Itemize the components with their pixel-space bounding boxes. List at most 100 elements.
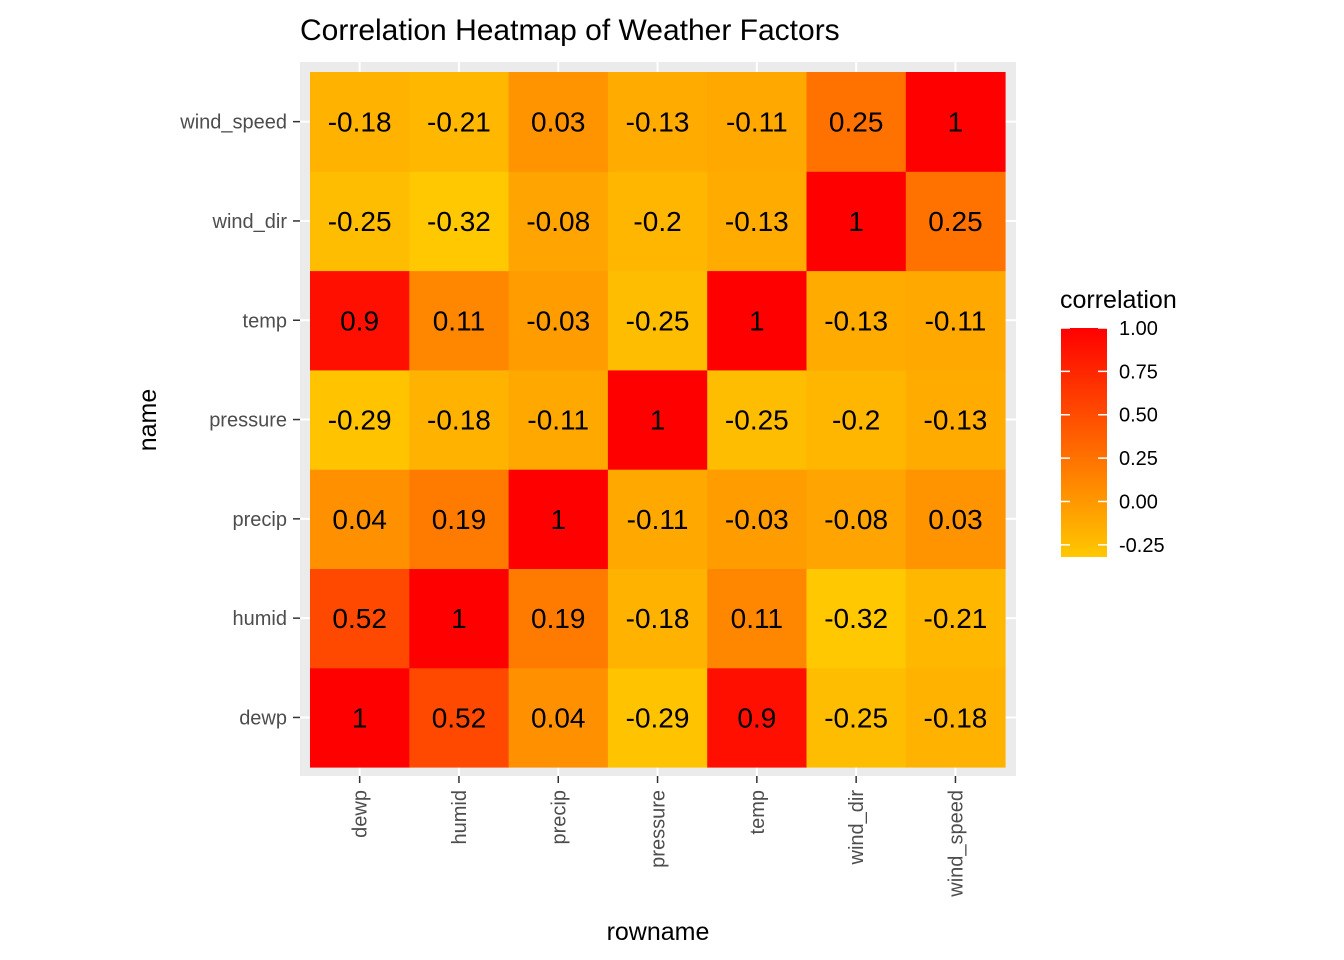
legend-colorbar (1061, 328, 1107, 557)
heatmap-cell (310, 667, 410, 768)
heatmap-cell (806, 568, 907, 669)
heatmap-cell (508, 171, 609, 272)
cell-value-label: -0.03 (725, 504, 789, 535)
heatmap-cell (607, 667, 708, 768)
heatmap-cell (707, 72, 807, 172)
heatmap-cell (409, 72, 510, 172)
heatmap-cell (707, 270, 807, 371)
heatmap-cell (707, 171, 807, 272)
heatmap-cell (905, 270, 1006, 371)
cell-value-label: -0.29 (626, 702, 690, 733)
heatmap-cell (905, 568, 1006, 669)
heatmap-cell (806, 469, 907, 569)
legend-tick-label: 0.75 (1119, 361, 1158, 383)
cell-value-label: 0.03 (531, 107, 586, 138)
cell-value-label: -0.25 (824, 702, 888, 733)
legend-tick-label: -0.25 (1119, 535, 1165, 557)
x-tick-label: pressure (648, 790, 670, 868)
heatmap-cell (310, 369, 410, 470)
cell-value-label: -0.13 (924, 405, 988, 436)
y-tick-label: precip (233, 509, 287, 531)
cell-value-label: 0.19 (531, 603, 586, 634)
heatmap-cell (508, 270, 609, 371)
y-tick-label: wind_speed (179, 112, 287, 134)
cell-value-label: 0.25 (829, 107, 884, 138)
heatmap-cell (607, 270, 708, 371)
heatmap-cell (905, 369, 1006, 470)
heatmap-cell (310, 171, 410, 272)
x-tick-label: wind_dir (846, 790, 868, 866)
x-tick-label: wind_speed (945, 790, 967, 898)
cell-value-label: -0.11 (527, 405, 589, 436)
heatmap-cell (508, 469, 609, 569)
cell-value-label: 0.11 (433, 305, 485, 336)
heatmap-cell (607, 369, 708, 470)
heatmap-cell (409, 369, 510, 470)
cell-value-label: 0.03 (928, 504, 983, 535)
cell-value-label: -0.32 (824, 603, 888, 634)
heatmap-cell (310, 568, 410, 669)
cell-value-label: -0.11 (627, 504, 689, 535)
heatmap-cells (310, 72, 1006, 768)
legend-tick-label: 0.50 (1119, 405, 1158, 427)
cell-value-label: -0.21 (427, 107, 491, 138)
x-tick-label: temp (747, 790, 769, 834)
heatmap-cell (607, 72, 708, 172)
legend: correlation 1.00 0.75 0.50 0.25 0.00 -0.25 (1060, 286, 1177, 557)
x-tick-label: precip (548, 790, 570, 844)
heatmap-cell (707, 667, 807, 768)
heatmap-cell (806, 171, 907, 272)
y-tick-label: wind_dir (212, 211, 288, 233)
heatmap-cell (508, 72, 609, 172)
cell-value-label: -0.13 (824, 305, 888, 336)
heatmap-cell (508, 667, 609, 768)
heatmap-cell (508, 568, 609, 669)
cell-value-label: -0.18 (626, 603, 690, 634)
cell-value-label: 1 (550, 504, 566, 535)
heatmap-cell (409, 171, 510, 272)
heatmap-cell (607, 469, 708, 569)
cell-value-label: -0.11 (726, 107, 788, 138)
y-tick-label: humid (233, 608, 287, 630)
cell-value-labels: 1 0.52 0.04 -0.29 0.9 -0.25 -0.18 0.52 1 0.19 -0.1… (328, 107, 988, 734)
heatmap-cell (905, 171, 1006, 272)
heatmap-cell (707, 369, 807, 470)
cell-value-label: -0.25 (725, 405, 789, 436)
cell-value-label: -0.18 (924, 702, 988, 733)
heatmap-cell (806, 72, 907, 172)
cell-value-label: -0.08 (526, 206, 590, 237)
y-tick-label: pressure (209, 410, 287, 432)
heatmap-cell (707, 469, 807, 569)
heatmap-cell (707, 568, 807, 669)
cell-value-label: -0.13 (725, 206, 789, 237)
cell-value-label: -0.2 (832, 405, 880, 436)
heatmap-cell (905, 667, 1006, 768)
y-axis: dewp humid precip pressure temp wind_dir wind_… (179, 112, 300, 729)
cell-value-label: -0.32 (427, 206, 491, 237)
cell-value-label: 0.11 (731, 603, 783, 634)
heatmap-cell (508, 369, 609, 470)
heatmap-cell (310, 270, 410, 371)
y-tick-label: dewp (239, 707, 287, 729)
cell-value-label: -0.18 (427, 405, 491, 436)
heatmap-cell (905, 469, 1006, 569)
x-tick-label: humid (449, 790, 471, 844)
legend-tick-label: 0.25 (1119, 448, 1158, 470)
cell-value-label: -0.29 (328, 405, 392, 436)
cell-value-label: -0.2 (633, 206, 681, 237)
cell-value-label: -0.11 (925, 305, 987, 336)
cell-value-label: -0.21 (924, 603, 988, 634)
cell-value-label: 0.9 (340, 305, 379, 336)
x-tick-label: dewp (350, 790, 372, 838)
cell-value-label: 0.04 (531, 702, 586, 733)
heatmap-cell (310, 72, 410, 172)
y-axis-title: name (134, 389, 162, 452)
heatmap-cell (905, 72, 1006, 172)
cell-value-label: 0.52 (432, 702, 487, 733)
cell-value-label: -0.25 (626, 305, 690, 336)
cell-value-label: 0.52 (332, 603, 387, 634)
heatmap-cell (806, 369, 907, 470)
legend-tick-label: 1.00 (1119, 318, 1158, 340)
cell-value-label: 1 (948, 107, 964, 138)
